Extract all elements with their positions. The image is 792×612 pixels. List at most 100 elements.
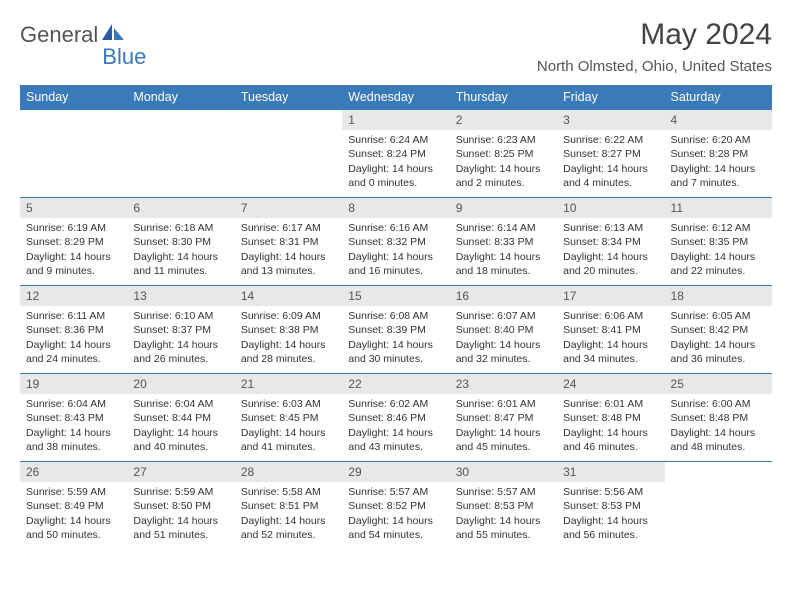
day-cell: 21Sunrise: 6:03 AMSunset: 8:45 PMDayligh… xyxy=(235,374,342,462)
sunset-text: Sunset: 8:24 PM xyxy=(348,147,443,161)
day-cell: 5Sunrise: 6:19 AMSunset: 8:29 PMDaylight… xyxy=(20,198,127,286)
day-cell: 8Sunrise: 6:16 AMSunset: 8:32 PMDaylight… xyxy=(342,198,449,286)
day-body: Sunrise: 6:08 AMSunset: 8:39 PMDaylight:… xyxy=(342,306,449,368)
logo-word-2: Blue xyxy=(102,44,146,70)
day-number xyxy=(665,462,772,482)
day-body: Sunrise: 6:11 AMSunset: 8:36 PMDaylight:… xyxy=(20,306,127,368)
daylight-text: Daylight: 14 hours and 48 minutes. xyxy=(671,426,766,454)
day-number: 5 xyxy=(20,198,127,218)
day-body: Sunrise: 6:00 AMSunset: 8:48 PMDaylight:… xyxy=(665,394,772,456)
day-body: Sunrise: 6:23 AMSunset: 8:25 PMDaylight:… xyxy=(450,130,557,192)
day-number: 20 xyxy=(127,374,234,394)
sunset-text: Sunset: 8:29 PM xyxy=(26,235,121,249)
day-body: Sunrise: 6:09 AMSunset: 8:38 PMDaylight:… xyxy=(235,306,342,368)
sunset-text: Sunset: 8:30 PM xyxy=(133,235,228,249)
day-number: 3 xyxy=(557,110,664,130)
day-number: 10 xyxy=(557,198,664,218)
sunrise-text: Sunrise: 6:17 AM xyxy=(241,221,336,235)
sunset-text: Sunset: 8:43 PM xyxy=(26,411,121,425)
day-number: 25 xyxy=(665,374,772,394)
day-cell: 14Sunrise: 6:09 AMSunset: 8:38 PMDayligh… xyxy=(235,286,342,374)
day-number: 21 xyxy=(235,374,342,394)
daylight-text: Daylight: 14 hours and 46 minutes. xyxy=(563,426,658,454)
sunrise-text: Sunrise: 6:05 AM xyxy=(671,309,766,323)
daylight-text: Daylight: 14 hours and 22 minutes. xyxy=(671,250,766,278)
day-cell: 29Sunrise: 5:57 AMSunset: 8:52 PMDayligh… xyxy=(342,462,449,550)
daylight-text: Daylight: 14 hours and 54 minutes. xyxy=(348,514,443,542)
day-cell: 19Sunrise: 6:04 AMSunset: 8:43 PMDayligh… xyxy=(20,374,127,462)
day-number: 19 xyxy=(20,374,127,394)
sunrise-text: Sunrise: 6:08 AM xyxy=(348,309,443,323)
daylight-text: Daylight: 14 hours and 18 minutes. xyxy=(456,250,551,278)
daylight-text: Daylight: 14 hours and 43 minutes. xyxy=(348,426,443,454)
daylight-text: Daylight: 14 hours and 28 minutes. xyxy=(241,338,336,366)
header: General Blue May 2024 North Olmsted, Ohi… xyxy=(20,18,772,75)
day-cell: 9Sunrise: 6:14 AMSunset: 8:33 PMDaylight… xyxy=(450,198,557,286)
daylight-text: Daylight: 14 hours and 20 minutes. xyxy=(563,250,658,278)
sunrise-text: Sunrise: 6:01 AM xyxy=(456,397,551,411)
day-number: 1 xyxy=(342,110,449,130)
sunset-text: Sunset: 8:34 PM xyxy=(563,235,658,249)
day-cell: 28Sunrise: 5:58 AMSunset: 8:51 PMDayligh… xyxy=(235,462,342,550)
empty-cell xyxy=(665,462,772,550)
day-number: 26 xyxy=(20,462,127,482)
sunset-text: Sunset: 8:44 PM xyxy=(133,411,228,425)
day-body: Sunrise: 6:01 AMSunset: 8:47 PMDaylight:… xyxy=(450,394,557,456)
sunset-text: Sunset: 8:39 PM xyxy=(348,323,443,337)
daylight-text: Daylight: 14 hours and 41 minutes. xyxy=(241,426,336,454)
daylight-text: Daylight: 14 hours and 51 minutes. xyxy=(133,514,228,542)
daylight-text: Daylight: 14 hours and 55 minutes. xyxy=(456,514,551,542)
daylight-text: Daylight: 14 hours and 7 minutes. xyxy=(671,162,766,190)
sunset-text: Sunset: 8:31 PM xyxy=(241,235,336,249)
sunrise-text: Sunrise: 6:20 AM xyxy=(671,133,766,147)
day-cell: 6Sunrise: 6:18 AMSunset: 8:30 PMDaylight… xyxy=(127,198,234,286)
daylight-text: Daylight: 14 hours and 4 minutes. xyxy=(563,162,658,190)
day-body: Sunrise: 6:10 AMSunset: 8:37 PMDaylight:… xyxy=(127,306,234,368)
sunrise-text: Sunrise: 6:04 AM xyxy=(133,397,228,411)
sunset-text: Sunset: 8:41 PM xyxy=(563,323,658,337)
sunrise-text: Sunrise: 6:14 AM xyxy=(456,221,551,235)
day-cell: 1Sunrise: 6:24 AMSunset: 8:24 PMDaylight… xyxy=(342,110,449,198)
day-number: 4 xyxy=(665,110,772,130)
day-cell: 27Sunrise: 5:59 AMSunset: 8:50 PMDayligh… xyxy=(127,462,234,550)
day-number: 18 xyxy=(665,286,772,306)
sunrise-text: Sunrise: 6:10 AM xyxy=(133,309,228,323)
day-number xyxy=(127,110,234,130)
dow-monday: Monday xyxy=(127,85,234,110)
sunrise-text: Sunrise: 6:16 AM xyxy=(348,221,443,235)
calendar-table: SundayMondayTuesdayWednesdayThursdayFrid… xyxy=(20,85,772,550)
day-cell: 30Sunrise: 5:57 AMSunset: 8:53 PMDayligh… xyxy=(450,462,557,550)
daylight-text: Daylight: 14 hours and 36 minutes. xyxy=(671,338,766,366)
day-cell: 26Sunrise: 5:59 AMSunset: 8:49 PMDayligh… xyxy=(20,462,127,550)
sunset-text: Sunset: 8:45 PM xyxy=(241,411,336,425)
day-cell: 31Sunrise: 5:56 AMSunset: 8:53 PMDayligh… xyxy=(557,462,664,550)
day-cell: 15Sunrise: 6:08 AMSunset: 8:39 PMDayligh… xyxy=(342,286,449,374)
week-row: 5Sunrise: 6:19 AMSunset: 8:29 PMDaylight… xyxy=(20,198,772,286)
day-body: Sunrise: 6:17 AMSunset: 8:31 PMDaylight:… xyxy=(235,218,342,280)
day-number: 23 xyxy=(450,374,557,394)
sunrise-text: Sunrise: 6:02 AM xyxy=(348,397,443,411)
day-body: Sunrise: 5:58 AMSunset: 8:51 PMDaylight:… xyxy=(235,482,342,544)
day-number: 6 xyxy=(127,198,234,218)
sunset-text: Sunset: 8:52 PM xyxy=(348,499,443,513)
sunrise-text: Sunrise: 6:12 AM xyxy=(671,221,766,235)
day-cell: 2Sunrise: 6:23 AMSunset: 8:25 PMDaylight… xyxy=(450,110,557,198)
sunrise-text: Sunrise: 6:22 AM xyxy=(563,133,658,147)
dow-thursday: Thursday xyxy=(450,85,557,110)
day-number: 8 xyxy=(342,198,449,218)
daylight-text: Daylight: 14 hours and 9 minutes. xyxy=(26,250,121,278)
day-body: Sunrise: 6:14 AMSunset: 8:33 PMDaylight:… xyxy=(450,218,557,280)
daylight-text: Daylight: 14 hours and 40 minutes. xyxy=(133,426,228,454)
day-body: Sunrise: 6:19 AMSunset: 8:29 PMDaylight:… xyxy=(20,218,127,280)
daylight-text: Daylight: 14 hours and 2 minutes. xyxy=(456,162,551,190)
day-number: 16 xyxy=(450,286,557,306)
sunrise-text: Sunrise: 6:00 AM xyxy=(671,397,766,411)
daylight-text: Daylight: 14 hours and 45 minutes. xyxy=(456,426,551,454)
week-row: 26Sunrise: 5:59 AMSunset: 8:49 PMDayligh… xyxy=(20,462,772,550)
day-body: Sunrise: 6:22 AMSunset: 8:27 PMDaylight:… xyxy=(557,130,664,192)
dow-sunday: Sunday xyxy=(20,85,127,110)
day-number: 24 xyxy=(557,374,664,394)
day-number: 30 xyxy=(450,462,557,482)
day-body: Sunrise: 6:12 AMSunset: 8:35 PMDaylight:… xyxy=(665,218,772,280)
location-subtitle: North Olmsted, Ohio, United States xyxy=(537,58,772,75)
